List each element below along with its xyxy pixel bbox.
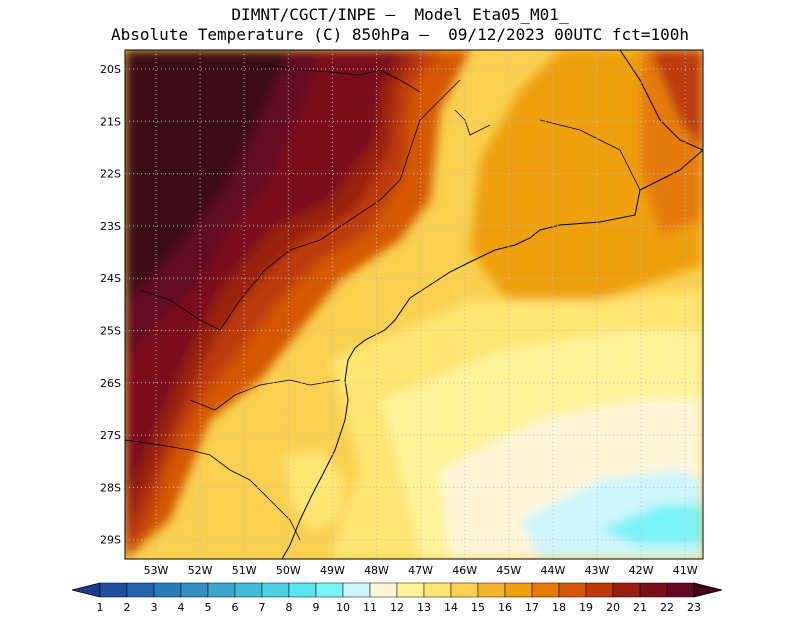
lon-label: 47W xyxy=(408,564,433,577)
lon-label: 44W xyxy=(540,564,565,577)
colorbar-label: 1 xyxy=(97,601,104,614)
lon-label: 41W xyxy=(673,564,698,577)
lon-label: 42W xyxy=(629,564,654,577)
colorbar-label: 10 xyxy=(336,601,350,614)
lat-label: 23S xyxy=(100,220,121,233)
colorbar-swatch xyxy=(342,582,371,598)
colorbar-swatch xyxy=(423,582,452,598)
colorbar-swatch xyxy=(558,582,587,598)
chart-title-line-1: DIMNT/CGCT/INPE — Model Eta05_M01_ xyxy=(231,5,569,24)
colorbar-label: 15 xyxy=(471,601,485,614)
colorbar-label: 20 xyxy=(606,601,620,614)
latitude-labels: 20S 21S 22S 23S 24S 25S 26S 27S 28S 29S xyxy=(100,63,121,547)
lon-label: 45W xyxy=(496,564,521,577)
colorbar-swatch xyxy=(504,582,533,598)
colorbar-swatch xyxy=(234,582,263,598)
lat-label: 26S xyxy=(100,377,121,390)
colorbar-swatch xyxy=(126,582,155,598)
colorbar-swatch xyxy=(585,582,614,598)
colorbar-label: 21 xyxy=(633,601,647,614)
colorbar-label: 14 xyxy=(444,601,458,614)
lat-label: 27S xyxy=(100,429,121,442)
colorbar-label: 13 xyxy=(417,601,431,614)
colorbar-swatch xyxy=(153,582,182,598)
colorbar-label: 18 xyxy=(552,601,566,614)
colorbar-label: 16 xyxy=(498,601,512,614)
colorbar-swatch xyxy=(531,582,560,598)
lat-label: 28S xyxy=(100,481,121,494)
lon-label: 43W xyxy=(585,564,610,577)
colorbar-swatch xyxy=(288,582,317,598)
colorbar-swatch xyxy=(315,582,344,598)
coastline xyxy=(125,50,703,559)
lat-label: 22S xyxy=(100,168,121,181)
colorbar-labels: 1 2 3 4 5 6 7 8 9 10 11 12 13 14 15 16 17 18 19 20 21 22 23 xyxy=(97,601,702,614)
temperature-field xyxy=(125,50,703,559)
lon-label: 49W xyxy=(320,564,345,577)
colorbar-swatch xyxy=(666,582,695,598)
colorbar-label: 11 xyxy=(363,601,377,614)
colorbar-swatch xyxy=(99,582,128,598)
lat-label: 20S xyxy=(100,63,121,76)
colorbar-label: 4 xyxy=(178,601,185,614)
colorbar-arrow-left xyxy=(71,582,101,598)
colorbar-label: 3 xyxy=(151,601,158,614)
lat-label: 24S xyxy=(100,272,121,285)
lon-label: 48W xyxy=(364,564,389,577)
colorbar-swatch xyxy=(207,582,236,598)
colorbar-swatch xyxy=(369,582,398,598)
lon-label: 46W xyxy=(452,564,477,577)
colorbar-swatch xyxy=(477,582,506,598)
colorbar-label: 17 xyxy=(525,601,539,614)
colorbar-swatch xyxy=(612,582,641,598)
colorbar-swatch xyxy=(261,582,290,598)
colorbar-swatch xyxy=(639,582,668,598)
colorbar-label: 8 xyxy=(286,601,293,614)
colorbar-swatch xyxy=(180,582,209,598)
lat-label: 25S xyxy=(100,325,121,338)
lon-label: 53W xyxy=(144,564,169,577)
colorbar-label: 12 xyxy=(390,601,404,614)
colorbar xyxy=(71,582,723,598)
colorbar-swatch xyxy=(396,582,425,598)
longitude-labels: 53W 52W 51W 50W 49W 48W 47W 46W 45W 44W 43W 42W 41W xyxy=(144,564,698,577)
colorbar-arrow-right xyxy=(693,582,723,598)
colorbar-label: 2 xyxy=(124,601,131,614)
colorbar-label: 19 xyxy=(579,601,593,614)
grid-lines xyxy=(125,50,703,559)
lon-label: 50W xyxy=(276,564,301,577)
colorbar-label: 22 xyxy=(660,601,674,614)
lon-label: 52W xyxy=(188,564,213,577)
lat-label: 21S xyxy=(100,115,121,128)
colorbar-label: 5 xyxy=(205,601,212,614)
colorbar-label: 9 xyxy=(313,601,320,614)
lon-label: 51W xyxy=(232,564,257,577)
colorbar-label: 23 xyxy=(687,601,701,614)
colorbar-label: 7 xyxy=(259,601,266,614)
colorbar-swatch xyxy=(450,582,479,598)
chart-title-line-2: Absolute Temperature (C) 850hPa — 09/12/… xyxy=(111,25,689,44)
map-frame xyxy=(124,49,704,560)
lat-label: 29S xyxy=(100,534,121,547)
colorbar-label: 6 xyxy=(232,601,239,614)
